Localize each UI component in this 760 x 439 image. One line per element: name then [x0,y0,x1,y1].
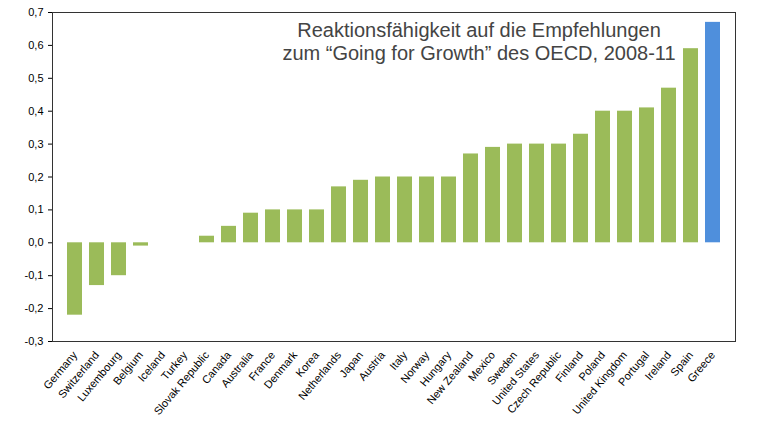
svg-text:-0,3: -0,3 [25,335,44,347]
svg-text:Slovak Republic: Slovak Republic [151,349,211,418]
svg-text:Netherlands: Netherlands [296,349,344,403]
svg-text:Korea: Korea [293,348,322,380]
svg-text:Finland: Finland [552,348,586,385]
svg-text:United Kingdom: United Kingdom [569,348,630,417]
svg-text:Turkey: Turkey [158,348,190,383]
svg-text:Luxembourg: Luxembourg [74,348,124,404]
svg-text:Norway: Norway [398,348,432,386]
svg-text:Mexico: Mexico [465,348,498,384]
svg-text:0,0: 0,0 [28,236,43,248]
svg-text:Poland: Poland [576,348,608,383]
svg-text:Sweden: Sweden [484,348,520,388]
svg-text:0,7: 0,7 [28,6,43,18]
svg-text:Canada: Canada [199,348,234,387]
svg-text:Denmark: Denmark [261,348,300,391]
svg-text:Australia: Australia [218,348,256,390]
svg-text:Portugal: Portugal [616,349,652,388]
svg-text:Japan: Japan [336,348,366,380]
svg-text:Reaktionsfähigkeit auf die Emp: Reaktionsfähigkeit auf die Empfehlungenz… [282,19,675,64]
svg-text:Spain: Spain [667,348,696,379]
svg-text:France: France [246,348,278,383]
svg-text:Switzerland: Switzerland [55,348,102,401]
svg-text:Ireland: Ireland [642,349,673,382]
svg-text:New Zealand: New Zealand [424,348,476,407]
svg-text:0,2: 0,2 [28,171,43,183]
svg-text:Hungary: Hungary [417,348,454,389]
svg-text:Belgium: Belgium [110,348,146,388]
svg-text:Iceland: Iceland [135,348,168,384]
svg-text:-0,2: -0,2 [25,302,44,314]
svg-text:Greece: Greece [685,349,717,384]
svg-text:0,1: 0,1 [28,203,43,215]
svg-text:0,5: 0,5 [28,72,43,84]
svg-text:Austria: Austria [356,348,388,383]
svg-text:-0,1: -0,1 [25,269,44,281]
svg-text:0,6: 0,6 [28,39,43,51]
svg-text:Germany: Germany [40,348,80,392]
svg-text:0,4: 0,4 [28,105,43,117]
svg-text:Italy: Italy [387,348,410,373]
svg-text:United States: United States [489,348,542,408]
svg-text:Czech Republic: Czech Republic [505,349,564,416]
svg-text:0,3: 0,3 [28,138,43,150]
